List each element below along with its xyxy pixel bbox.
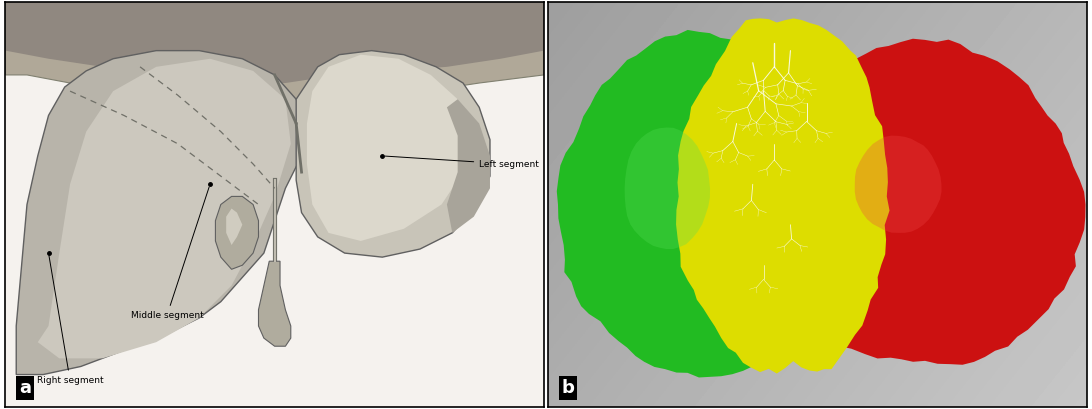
Text: Right segment: Right segment [37,256,104,384]
Polygon shape [770,39,1085,365]
Polygon shape [676,18,890,373]
Polygon shape [855,136,941,233]
Polygon shape [16,51,307,375]
Polygon shape [307,55,468,241]
Polygon shape [625,128,710,249]
Text: Middle segment: Middle segment [131,187,210,320]
Polygon shape [296,51,490,257]
Polygon shape [259,261,290,346]
Polygon shape [447,99,490,233]
Text: b: b [561,379,574,397]
Polygon shape [38,59,290,358]
Polygon shape [5,2,544,124]
Polygon shape [557,30,843,378]
Polygon shape [215,196,259,269]
Text: a: a [19,379,31,397]
Text: Left segment: Left segment [385,156,539,169]
Polygon shape [5,2,544,83]
Polygon shape [226,209,242,245]
